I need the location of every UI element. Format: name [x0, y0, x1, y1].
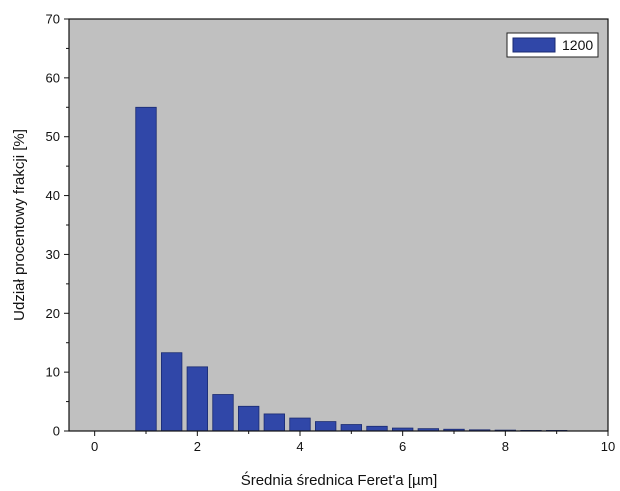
y-tick-label: 70 [46, 12, 60, 27]
legend-swatch [512, 37, 556, 53]
x-tick-label: 4 [296, 439, 303, 454]
x-axis-title: Średnia średnica Feret'a [µm] [241, 471, 438, 489]
y-tick-label: 40 [46, 188, 60, 203]
bar [237, 405, 260, 432]
bar [289, 417, 311, 432]
y-tick-label: 60 [46, 70, 60, 85]
bar [314, 421, 337, 432]
y-tick-label: 0 [53, 424, 60, 439]
x-tick-label: 0 [91, 439, 98, 454]
bar [212, 394, 234, 432]
legend: 1200 [506, 32, 599, 58]
y-tick-label: 30 [46, 247, 60, 262]
x-tick-label: 10 [601, 439, 615, 454]
legend-label: 1200 [562, 37, 593, 53]
bars-group [135, 106, 568, 432]
ticks-group: 0 2 4 6 8 10 0 10 20 30 40 50 60 70 [46, 12, 616, 455]
bar [160, 352, 183, 432]
y-axis-title: Udział procentowy frakcji [%] [11, 129, 28, 321]
x-tick-label: 2 [194, 439, 201, 454]
x-tick-label: 8 [502, 439, 509, 454]
bar [186, 366, 209, 432]
plot-area-background [69, 19, 608, 431]
bar [340, 424, 363, 432]
y-tick-label: 10 [46, 365, 60, 380]
bar [263, 413, 286, 432]
x-tick-label: 6 [399, 439, 406, 454]
bar [366, 425, 388, 432]
bar [135, 106, 157, 432]
y-tick-label: 50 [46, 129, 60, 144]
y-tick-label: 20 [46, 306, 60, 321]
